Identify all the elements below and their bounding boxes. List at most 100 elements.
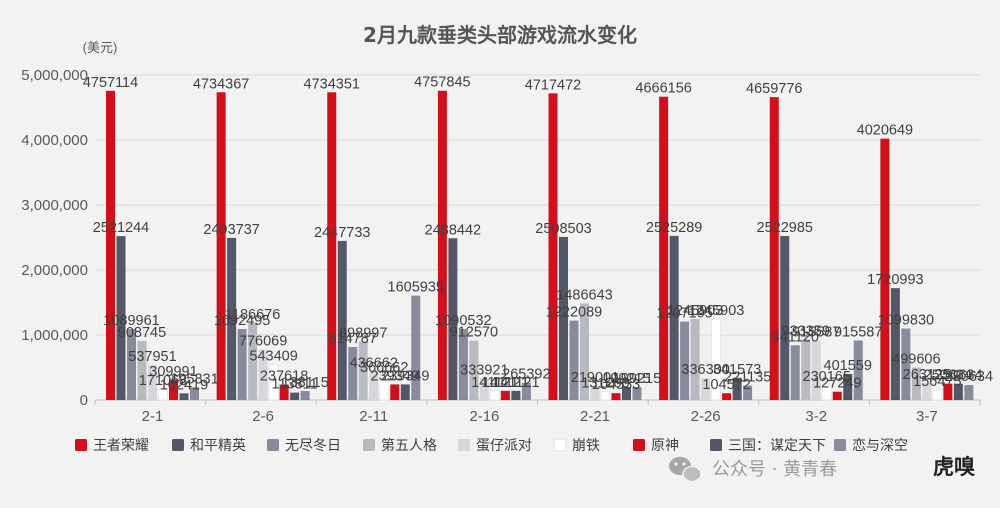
bar: [469, 340, 479, 400]
data-label: 1720993: [867, 272, 923, 288]
legend-item: 和平精英: [172, 437, 246, 453]
watermark-logo: 虎嗅: [933, 454, 975, 479]
y-axis: 0 1,000,000 2,000,000 3,000,000 4,000,000 5,0…: [21, 67, 88, 409]
bar: [179, 393, 189, 400]
bar: [348, 347, 358, 400]
bar: [680, 321, 690, 400]
legend-label: 崩铁: [572, 437, 600, 453]
legend-swatch: [710, 439, 722, 451]
data-label: 1186676: [225, 307, 280, 323]
data-label: 814787: [329, 331, 377, 347]
bar: [106, 90, 115, 400]
data-label: 219001: [571, 370, 619, 386]
data-label: 195831: [170, 371, 218, 387]
data-label: 1092495: [214, 313, 270, 329]
bar: [853, 340, 863, 400]
data-label: 912570: [450, 325, 498, 341]
bar: [248, 322, 258, 400]
data-label: 263125: [903, 367, 951, 383]
legend-item: 无尽冬日: [267, 437, 341, 453]
bar: [279, 384, 289, 400]
bar: [137, 340, 147, 400]
data-label: 1207195: [656, 306, 712, 322]
data-label: 2525289: [646, 220, 702, 236]
data-label: 499606: [892, 352, 940, 368]
chart-title: 2月九款垂类头部游戏流水变化: [363, 23, 637, 47]
data-label: 127249: [813, 376, 861, 392]
legend-swatch: [267, 439, 279, 451]
bar: [732, 377, 742, 400]
data-label: 341573: [713, 362, 761, 378]
data-label: 336300: [681, 362, 729, 378]
bar: [116, 236, 126, 400]
bar: [843, 373, 853, 400]
y-tick-label: 4,000,000: [21, 132, 88, 149]
bar: [500, 390, 510, 400]
data-label: 250634: [945, 369, 993, 385]
data-label: 265392: [502, 367, 550, 383]
data-label: 4666156: [635, 81, 691, 97]
data-label: 239349: [371, 368, 419, 384]
bar: [611, 393, 621, 400]
data-label: 776069: [239, 334, 287, 350]
bar: [632, 387, 642, 400]
data-label: 1222089: [546, 305, 602, 321]
bar: [290, 392, 300, 400]
x-tick-label: 2-26: [691, 408, 721, 425]
y-tick-label: 0: [80, 392, 88, 409]
data-label: 138115: [281, 375, 328, 391]
legend-item: 原神: [633, 437, 679, 453]
bar: [743, 385, 753, 400]
data-label: 131200: [581, 375, 629, 391]
bar: [943, 383, 953, 400]
legend-swatch: [458, 439, 470, 451]
bar: [548, 93, 558, 400]
data-label: 239349: [381, 368, 429, 384]
bar: [337, 240, 347, 400]
data-label: 237618: [260, 369, 308, 385]
legend-item: 第五人格: [363, 437, 437, 453]
bar: [953, 383, 963, 400]
legend: 王者荣耀 和平精英 无尽冬日 第五人格 蛋仔派对 崩铁 原神 三国：谋定天下 恋与深空: [75, 437, 908, 453]
data-label: 2521244: [93, 220, 149, 236]
data-label: 102419: [160, 377, 208, 393]
bar: [801, 339, 811, 400]
bar: [701, 378, 711, 400]
bar: [964, 385, 974, 400]
data-label: 4734367: [193, 76, 249, 92]
bar: [458, 329, 468, 400]
bar: [300, 391, 310, 400]
data-label: 2522985: [757, 220, 813, 236]
data-label: 915587: [792, 324, 840, 340]
bar: [901, 328, 911, 400]
data-label: 898997: [339, 326, 387, 342]
data-label: 221135: [724, 370, 771, 386]
data-label: 199215: [613, 371, 661, 387]
data-label: 2488442: [425, 222, 481, 238]
x-tick-label: 3-7: [916, 408, 938, 425]
data-label: 915587: [834, 324, 882, 340]
data-labels: 4757114252124410899619087455379511710633…: [83, 75, 993, 394]
x-tick-label: 2-11: [359, 408, 388, 425]
data-label: 1099830: [878, 313, 934, 329]
data-label: 141121: [471, 375, 518, 391]
data-label: 250634: [934, 368, 982, 384]
legend-item: 三国：谋定天下: [710, 437, 826, 453]
bar: [690, 319, 700, 400]
bar: [390, 384, 400, 400]
legend-label: 无尽冬日: [285, 437, 341, 453]
bar: [411, 295, 421, 400]
data-label: 4734351: [304, 76, 360, 92]
data-label: 2493737: [203, 222, 259, 238]
bar: [479, 378, 489, 400]
bar: [237, 328, 247, 400]
bar: [369, 371, 379, 400]
bar: [437, 90, 447, 400]
bar: [932, 389, 943, 401]
data-label: 1089961: [103, 313, 159, 329]
bar: [559, 236, 568, 400]
data-label: 113811: [272, 377, 318, 393]
bar: [622, 387, 631, 400]
bar: [590, 385, 600, 400]
bar: [880, 138, 890, 400]
